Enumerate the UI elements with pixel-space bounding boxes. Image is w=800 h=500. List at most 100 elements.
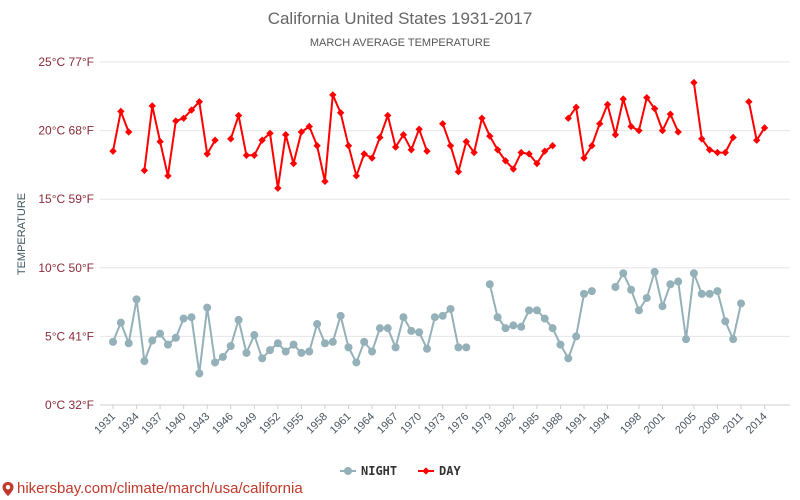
data-point[interactable] [682, 335, 691, 344]
data-point[interactable] [407, 146, 415, 154]
data-point[interactable] [313, 142, 321, 150]
data-point[interactable] [642, 293, 651, 302]
data-point[interactable] [666, 110, 675, 118]
data-point[interactable] [690, 78, 698, 87]
data-point[interactable] [289, 340, 298, 349]
data-point[interactable] [360, 150, 368, 158]
data-point[interactable] [250, 151, 258, 159]
data-point[interactable] [234, 315, 243, 324]
data-point[interactable] [532, 306, 541, 315]
data-point[interactable] [156, 137, 164, 146]
data-point[interactable] [705, 146, 714, 154]
data-point[interactable] [375, 324, 384, 333]
data-point[interactable] [297, 128, 306, 136]
data-point[interactable] [713, 148, 722, 157]
data-point[interactable] [211, 358, 220, 367]
data-point[interactable] [737, 299, 745, 308]
data-point[interactable] [164, 172, 172, 180]
legend[interactable]: NIGHT DAY [340, 464, 461, 478]
data-point[interactable] [352, 358, 361, 367]
data-point[interactable] [540, 314, 549, 323]
data-point[interactable] [116, 318, 125, 327]
data-point[interactable] [446, 142, 455, 150]
data-point[interactable] [187, 313, 196, 322]
data-point[interactable] [344, 343, 353, 352]
data-point[interactable] [329, 91, 337, 99]
data-point[interactable] [721, 148, 729, 157]
data-point[interactable] [501, 324, 510, 333]
data-point[interactable] [289, 159, 298, 168]
data-point[interactable] [454, 168, 463, 176]
data-point[interactable] [596, 120, 604, 128]
data-point[interactable] [187, 106, 196, 114]
data-point[interactable] [572, 332, 581, 341]
data-point[interactable] [125, 128, 133, 136]
data-point[interactable] [148, 336, 157, 345]
data-point[interactable] [556, 340, 565, 349]
data-point[interactable] [729, 133, 737, 142]
data-point[interactable] [321, 177, 329, 186]
data-point[interactable] [705, 289, 714, 298]
data-point[interactable] [109, 147, 117, 155]
data-point[interactable] [619, 95, 627, 103]
data-point[interactable] [140, 357, 149, 366]
data-point[interactable] [352, 172, 361, 180]
data-point[interactable] [611, 131, 620, 139]
data-point[interactable] [218, 352, 227, 361]
data-point[interactable] [384, 111, 392, 120]
data-point[interactable] [627, 122, 635, 131]
data-point[interactable] [564, 354, 573, 363]
data-point[interactable] [305, 347, 314, 356]
data-point[interactable] [376, 133, 384, 142]
data-point[interactable] [124, 339, 133, 348]
data-point[interactable] [368, 347, 377, 356]
data-point[interactable] [383, 324, 392, 333]
data-point[interactable] [658, 126, 667, 135]
data-point[interactable] [415, 328, 424, 337]
data-point[interactable] [109, 337, 117, 346]
data-point[interactable] [689, 269, 698, 278]
data-point[interactable] [439, 120, 447, 128]
data-point[interactable] [274, 184, 282, 192]
data-point[interactable] [117, 107, 125, 116]
data-point[interactable] [336, 311, 345, 320]
data-point[interactable] [132, 295, 141, 304]
data-point[interactable] [226, 342, 235, 351]
data-point[interactable] [227, 135, 235, 143]
data-point[interactable] [446, 304, 455, 313]
data-point[interactable] [580, 289, 588, 298]
data-point[interactable] [156, 329, 165, 338]
data-point[interactable] [234, 111, 243, 120]
data-point[interactable] [635, 126, 643, 135]
data-point[interactable] [462, 137, 470, 146]
data-point[interactable] [721, 317, 730, 326]
data-point[interactable] [430, 313, 439, 322]
data-point[interactable] [603, 100, 612, 109]
data-point[interactable] [282, 131, 290, 139]
data-point[interactable] [266, 346, 274, 355]
data-point[interactable] [203, 303, 212, 312]
data-point[interactable] [297, 348, 306, 357]
data-point[interactable] [336, 109, 345, 117]
data-point[interactable] [587, 287, 596, 296]
data-point[interactable] [454, 343, 463, 352]
data-point[interactable] [171, 333, 180, 342]
data-point[interactable] [525, 306, 534, 315]
data-point[interactable] [242, 151, 251, 159]
data-point[interactable] [415, 125, 423, 133]
data-point[interactable] [368, 154, 376, 162]
legend-item-night[interactable]: NIGHT [340, 464, 397, 478]
data-point[interactable] [611, 283, 620, 292]
data-point[interactable] [172, 117, 180, 125]
data-point[interactable] [745, 98, 753, 106]
data-point[interactable] [179, 314, 188, 323]
data-point[interactable] [548, 324, 557, 333]
data-point[interactable] [344, 142, 353, 150]
data-point[interactable] [203, 150, 211, 158]
data-point[interactable] [140, 166, 149, 175]
data-point[interactable] [698, 135, 706, 143]
data-point[interactable] [666, 280, 675, 289]
data-point[interactable] [423, 344, 431, 353]
data-point[interactable] [313, 320, 322, 329]
legend-item-day[interactable]: DAY [418, 464, 461, 478]
